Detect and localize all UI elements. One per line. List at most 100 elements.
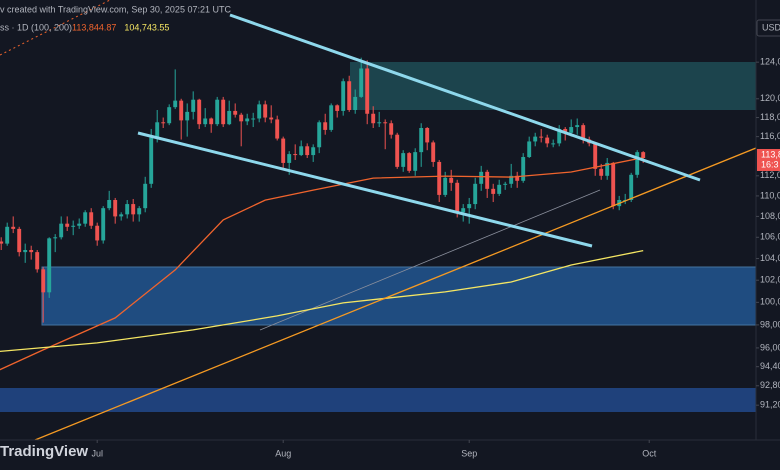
candle-body <box>251 118 256 120</box>
moving-average <box>0 249 644 353</box>
candle-body <box>233 110 238 115</box>
candle-body <box>83 212 88 224</box>
candle-body <box>383 122 388 124</box>
candle-body <box>197 99 202 125</box>
candle-body <box>581 125 586 140</box>
candle-body <box>539 136 544 138</box>
countdown: 16:3 <box>761 159 779 169</box>
candle-body <box>533 136 538 142</box>
candle-body <box>23 249 28 253</box>
y-tick-label: 108,000 <box>760 211 780 221</box>
candle-body <box>269 117 274 120</box>
currency-box[interactable] <box>756 19 780 37</box>
candle-body <box>557 128 562 144</box>
candle-body <box>635 152 640 175</box>
support-zone <box>41 266 756 326</box>
y-tick-label: 120,000 <box>760 93 780 103</box>
watermark: TradingView <box>0 443 88 460</box>
y-tick-label: 118,000 <box>760 112 780 122</box>
candle-body <box>527 141 532 158</box>
x-tick-label: Oct <box>642 448 657 458</box>
candle-body <box>173 100 178 108</box>
y-tick-label: 96,000 <box>760 342 780 352</box>
candle-body <box>287 154 292 163</box>
candle-body <box>329 105 334 130</box>
y-tick-label: 94,400 <box>760 361 780 371</box>
candle-body <box>257 104 262 119</box>
lower-zone <box>0 388 756 412</box>
attribution: v created with TradingView.com, Sep 30, … <box>0 4 231 14</box>
candle-body <box>461 208 466 213</box>
candle-body <box>215 99 220 125</box>
candle-body <box>65 223 70 227</box>
candle-body <box>335 105 340 111</box>
candle-body <box>473 183 478 205</box>
candle-body <box>563 128 568 133</box>
candle-body <box>35 252 40 270</box>
ma-value: 104,743.55 <box>124 22 169 32</box>
candle-body <box>419 127 424 153</box>
candle-body <box>413 152 418 171</box>
y-tick-label: 110,000 <box>760 190 780 200</box>
currency[interactable]: USD <box>762 22 780 32</box>
candle-body <box>179 100 184 121</box>
candle-body <box>77 223 82 226</box>
channel-bottom <box>137 131 593 248</box>
symbol-line: ss · 1D (100, 200) <box>0 22 72 32</box>
candle-body <box>323 122 328 130</box>
price-box <box>757 149 780 171</box>
candle-body <box>227 110 232 125</box>
candle-body <box>293 154 298 156</box>
candle-body <box>5 226 10 244</box>
ascending-trendline <box>34 147 756 440</box>
candle-body <box>407 153 412 171</box>
candle-body <box>575 125 580 128</box>
candle-body <box>521 157 526 181</box>
candle-body <box>449 177 454 183</box>
candle-body <box>209 118 214 125</box>
x-axis-strip <box>0 440 780 470</box>
candle-body <box>107 199 112 209</box>
candle-body <box>629 174 634 200</box>
candle-body <box>161 122 166 124</box>
y-tick-label: 92,800 <box>760 380 780 390</box>
y-tick-label: 124,000 <box>760 57 780 67</box>
x-tick-label: Jul <box>91 448 103 458</box>
y-tick-label: 104,000 <box>760 253 780 263</box>
price-label: 113,8 <box>761 149 780 159</box>
candle-body <box>101 208 106 241</box>
candle-body <box>95 225 100 241</box>
candle-body <box>437 161 442 195</box>
candle-body <box>443 177 448 195</box>
faint-trendline <box>259 189 601 331</box>
candle-body <box>245 118 250 122</box>
candle-body <box>311 147 316 156</box>
candle-body <box>281 138 286 163</box>
candle-body <box>149 137 154 184</box>
candle-body <box>605 162 610 176</box>
candle-body <box>47 238 52 293</box>
x-tick-label: Aug <box>275 448 291 458</box>
candle-body <box>599 168 604 176</box>
candle-body <box>551 143 556 145</box>
y-tick-label: 116,000 <box>760 131 780 141</box>
candle-body <box>611 162 616 207</box>
candle-body <box>641 152 646 159</box>
candle-body <box>515 175 520 181</box>
candle-body <box>371 113 376 124</box>
candle-body <box>275 119 280 139</box>
candle-body <box>221 99 226 125</box>
candle-body <box>503 183 508 185</box>
channel-top <box>229 13 701 182</box>
candle-body <box>131 204 136 215</box>
candle-body <box>263 104 268 118</box>
drawings <box>0 0 756 412</box>
candle-body <box>59 223 64 238</box>
candle-body <box>155 122 160 138</box>
resistance-zone <box>350 62 756 110</box>
candle-body <box>125 204 130 215</box>
candle-body <box>395 134 400 167</box>
candle-body <box>545 137 550 144</box>
candle-body <box>425 127 430 143</box>
